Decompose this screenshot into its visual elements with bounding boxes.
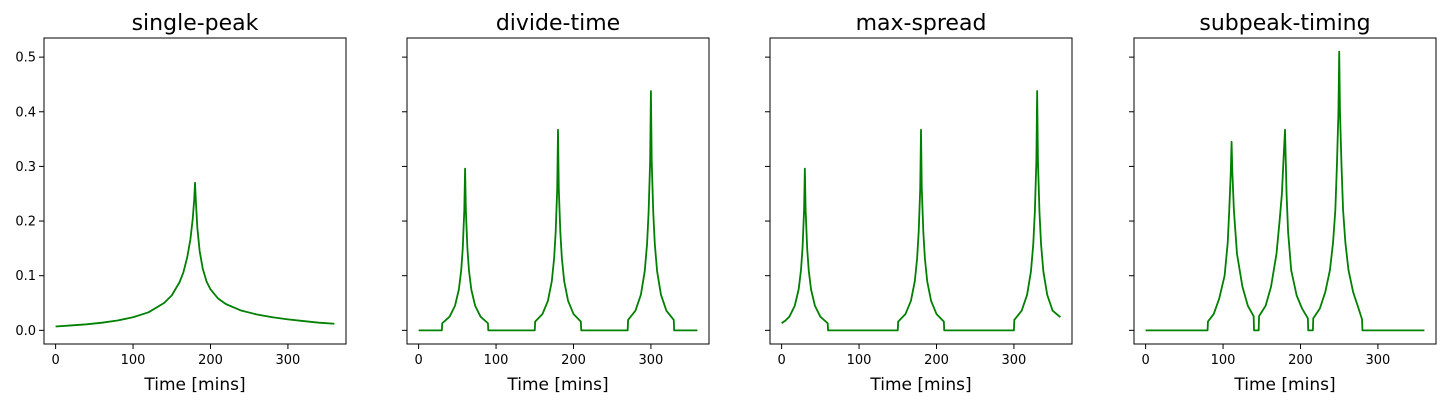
x-tick-label: 200: [561, 353, 586, 368]
x-tick-label: 300: [639, 353, 664, 368]
axes-frame: [769, 37, 1073, 345]
y-tick-label: 0.1: [15, 269, 36, 284]
x-tick-label: 0: [777, 353, 785, 368]
series-line: [781, 90, 1061, 332]
subplot-title: max-spread: [856, 11, 987, 36]
x-tick-label: 200: [1288, 353, 1313, 368]
x-tick-label: 0: [51, 353, 59, 368]
y-tick-label: 0.4: [15, 105, 36, 120]
subplot-title: divide-time: [496, 11, 620, 36]
y-tick-label: 0.5: [15, 51, 36, 66]
axes-frame: [406, 37, 710, 345]
subplot-title: subpeak-timing: [1199, 11, 1370, 36]
x-tick-label: 100: [121, 353, 146, 368]
subplot-4: subpeak-timing 0 100 200 300 Time [mins]: [1129, 11, 1437, 395]
axes-frame: [43, 37, 347, 345]
series-line: [1145, 50, 1425, 332]
x-tick-label: 300: [276, 353, 301, 368]
x-tick-label: 0: [1141, 353, 1149, 368]
x-tick-label: 100: [847, 353, 872, 368]
x-tick-label: 200: [924, 353, 949, 368]
subplot-2: divide-time 0 100 200 300 Time [mins]: [402, 11, 710, 395]
x-axis-label: Time [mins]: [1233, 375, 1335, 395]
x-axis-label: Time [mins]: [143, 375, 245, 395]
subplot-1: single-peak 0 100 200 300 0.0 0.1 0.2 0.3 0.4 0.5 T…: [15, 11, 347, 395]
series-line: [55, 181, 335, 328]
x-axis-label: Time [mins]: [506, 375, 608, 395]
y-tick-label: 0.2: [15, 215, 36, 230]
x-tick-label: 300: [1366, 353, 1391, 368]
x-tick-label: 0: [414, 353, 422, 368]
x-axis-label: Time [mins]: [869, 375, 971, 395]
series-line: [418, 90, 698, 332]
y-tick-label: 0.3: [15, 160, 36, 175]
x-tick-label: 300: [1002, 353, 1027, 368]
y-tick-label: 0.0: [15, 324, 36, 339]
x-tick-label: 100: [1211, 353, 1236, 368]
subplot-3: max-spread 0 100 200 300 Time [mins]: [765, 11, 1073, 395]
x-tick-label: 200: [198, 353, 223, 368]
subplot-title: single-peak: [132, 11, 259, 36]
x-tick-label: 100: [484, 353, 509, 368]
axes-frame: [1133, 37, 1437, 345]
